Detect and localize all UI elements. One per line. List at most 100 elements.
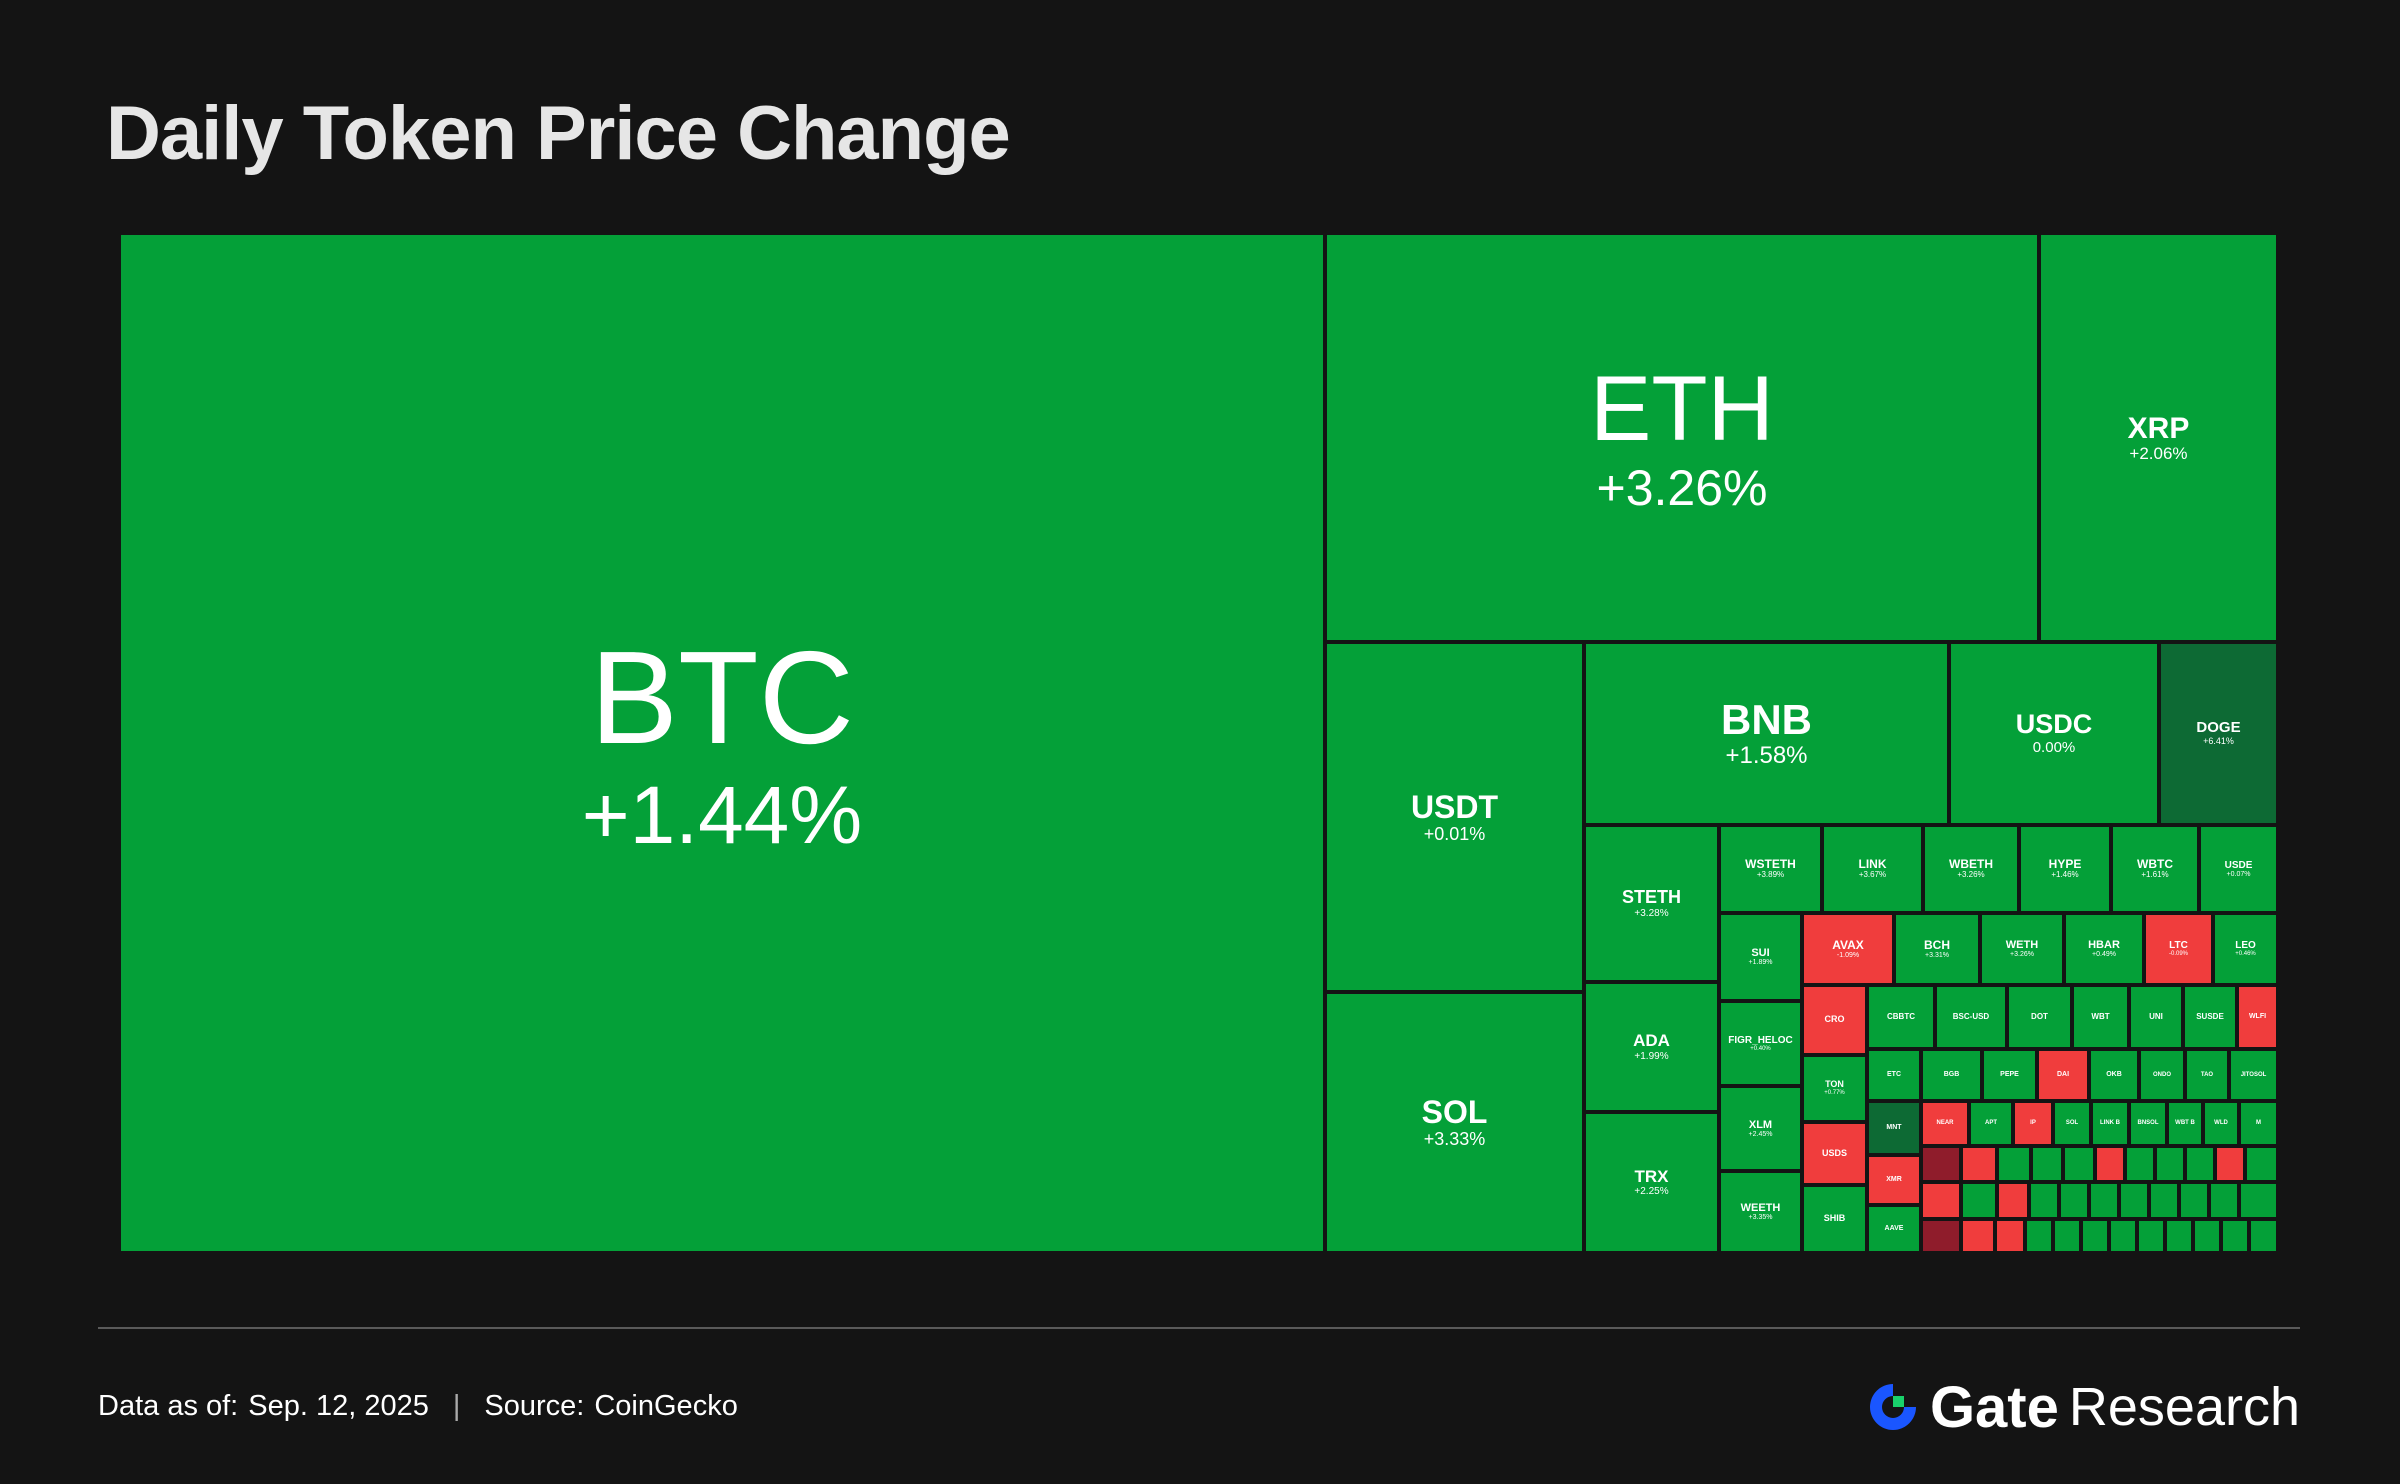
- tile-leo: LEO +0.46%: [2213, 913, 2278, 985]
- tile-jitosol: JITOSOL: [2229, 1049, 2278, 1101]
- tile-symbol: TON: [1825, 1079, 1844, 1090]
- tile-symbol: ONDO: [2153, 1071, 2171, 1078]
- tile-symbol: JITOSOL: [2240, 1071, 2267, 1078]
- tile-wlfi: WLFI: [2237, 985, 2278, 1049]
- tile-sui: SUI +1.89%: [1719, 913, 1802, 1001]
- tile-steth: STETH +3.28%: [1584, 825, 1719, 982]
- tile-symbol: USDS: [1821, 1147, 1847, 1158]
- tile-figr-heloc: FIGR_HELOC +0.40%: [1719, 1001, 1802, 1086]
- tile-usde: USDE +0.07%: [2199, 825, 2278, 913]
- tile-susde: SUSDE: [2183, 985, 2237, 1049]
- tile-change: +6.41%: [2203, 735, 2234, 746]
- logo-suffix: Research: [2068, 1377, 2300, 1437]
- tile-xrp: XRP +2.06%: [2039, 233, 2278, 642]
- tile-symbol: TRX: [1634, 1166, 1669, 1186]
- tile-minor-token: [2239, 1182, 2278, 1219]
- tile-minor-token: [1921, 1219, 1961, 1253]
- tile-minor-token: [2179, 1182, 2209, 1219]
- tile-symbol: WSTETH: [1745, 857, 1796, 871]
- tile-usds: USDS: [1802, 1122, 1867, 1185]
- tile-symbol: DOGE: [2196, 719, 2241, 737]
- tile-bch: BCH +3.31%: [1894, 913, 1980, 985]
- footer-info: Data as of: Sep. 12, 2025 | Source: Coin…: [98, 1390, 738, 1423]
- tile-ada: ADA +1.99%: [1584, 982, 1719, 1112]
- tile-change: +3.35%: [1748, 1214, 1773, 1222]
- tile-minor-token: [2165, 1219, 2193, 1253]
- tile-change: +0.77%: [1824, 1090, 1845, 1097]
- tile-minor-token: [2209, 1182, 2239, 1219]
- tile-symbol: IP: [2030, 1120, 2036, 1127]
- tile-change: 0.00%: [2032, 739, 2076, 757]
- treemap-chart: BTC +1.44% ETH +3.26% XRP +2.06% USDT +0.01% BNB…: [119, 233, 2278, 1253]
- tile-ondo: ONDO: [2139, 1049, 2185, 1101]
- tile-minor-token: [2221, 1219, 2249, 1253]
- footer-separator: |: [452, 1390, 461, 1422]
- tile-apt: APT: [1969, 1101, 2013, 1146]
- tile-ip: IP: [2013, 1101, 2053, 1146]
- tile-minor-token: [2053, 1219, 2081, 1253]
- tile-symbol: XLM: [1748, 1118, 1773, 1131]
- tile-symbol: AVAX: [1832, 937, 1864, 952]
- tile-minor-token: [2149, 1182, 2179, 1219]
- tile-symbol: SUI: [1751, 947, 1770, 960]
- tile-minor-token: [2245, 1146, 2278, 1182]
- tile-symbol: AAVE: [1884, 1225, 1904, 1233]
- tile-minor-token: [2081, 1219, 2109, 1253]
- tile-minor-token: [1997, 1146, 2031, 1182]
- tile-symbol: APT: [1985, 1120, 1997, 1127]
- page-title: Daily Token Price Change: [106, 91, 1011, 176]
- tile-symbol: ETH: [1590, 358, 1774, 461]
- tile-minor-token: [2193, 1219, 2221, 1253]
- tile-hype: HYPE +1.46%: [2019, 825, 2111, 913]
- tile-cro: CRO: [1802, 985, 1867, 1055]
- tile-symbol: WBT: [2091, 1011, 2110, 1021]
- date-label: Data as of:: [98, 1390, 239, 1422]
- tile-change: +3.28%: [1634, 907, 1669, 919]
- tile-hbar: HBAR +0.49%: [2064, 913, 2144, 985]
- tile-minor-token: [2029, 1182, 2059, 1219]
- tile-change: +3.31%: [1925, 951, 1949, 959]
- tile-near: NEAR: [1921, 1101, 1969, 1146]
- tile-change: +3.67%: [1858, 870, 1887, 880]
- tile-symbol: CRO: [1824, 1014, 1845, 1025]
- tile-symbol: WLD: [2214, 1120, 2228, 1127]
- tile-aave: AAVE: [1867, 1205, 1921, 1253]
- tile-symbol: STETH: [1621, 887, 1681, 908]
- tile-symbol: WETH: [2005, 939, 2039, 952]
- tile-change: +1.44%: [581, 769, 863, 861]
- tile-usdc: USDC 0.00%: [1949, 642, 2159, 825]
- tile-symbol: TAO: [2200, 1071, 2214, 1078]
- tile-symbol: PEPE: [2000, 1071, 2019, 1079]
- tile-symbol: SOL: [2065, 1120, 2079, 1127]
- tile-sol: SOL +3.33%: [1325, 992, 1584, 1253]
- tile-wbt: WBT: [2072, 985, 2129, 1049]
- tile-minor-token: [2125, 1146, 2155, 1182]
- tile-symbol: WBETH: [1949, 857, 1993, 871]
- tile-change: -0.09%: [2168, 951, 2188, 958]
- tile-shib: SHIB: [1802, 1185, 1867, 1253]
- tile-wld: WLD: [2203, 1101, 2239, 1146]
- tile-symbol: BNSOL: [2137, 1120, 2159, 1127]
- tile-symbol: WBTC: [2137, 857, 2173, 871]
- tile-symbol: UNI: [2149, 1011, 2163, 1021]
- tile-bnsol: BNSOL: [2129, 1101, 2167, 1146]
- tile-change: +3.89%: [1756, 870, 1785, 880]
- tile-symbol: BTC: [590, 624, 854, 772]
- gate-research-logo: Gate Research: [1866, 1372, 2300, 1442]
- tile-wsteth: WSTETH +3.89%: [1719, 825, 1822, 913]
- tile-minor-token: [2109, 1219, 2137, 1253]
- tile-minor-token: [2059, 1182, 2089, 1219]
- tile-symbol: BGB: [1943, 1071, 1960, 1079]
- tile-symbol: USDT: [1410, 788, 1499, 825]
- tile-change: +3.26%: [2010, 951, 2034, 959]
- source-value: CoinGecko: [594, 1390, 738, 1422]
- tile-symbol: USDE: [2224, 859, 2253, 871]
- tile-change: +3.26%: [1596, 459, 1768, 516]
- tile-symbol: HYPE: [2048, 857, 2082, 871]
- tile-minor-token: [2119, 1182, 2149, 1219]
- tile-change: +2.45%: [1748, 1130, 1773, 1138]
- tile-minor-token: [1961, 1219, 1995, 1253]
- tile-symbol: WEETH: [1740, 1202, 1781, 1215]
- tile-bsc-usd: BSC-USD: [1935, 985, 2007, 1049]
- tile-btc: BTC +1.44%: [119, 233, 1325, 1253]
